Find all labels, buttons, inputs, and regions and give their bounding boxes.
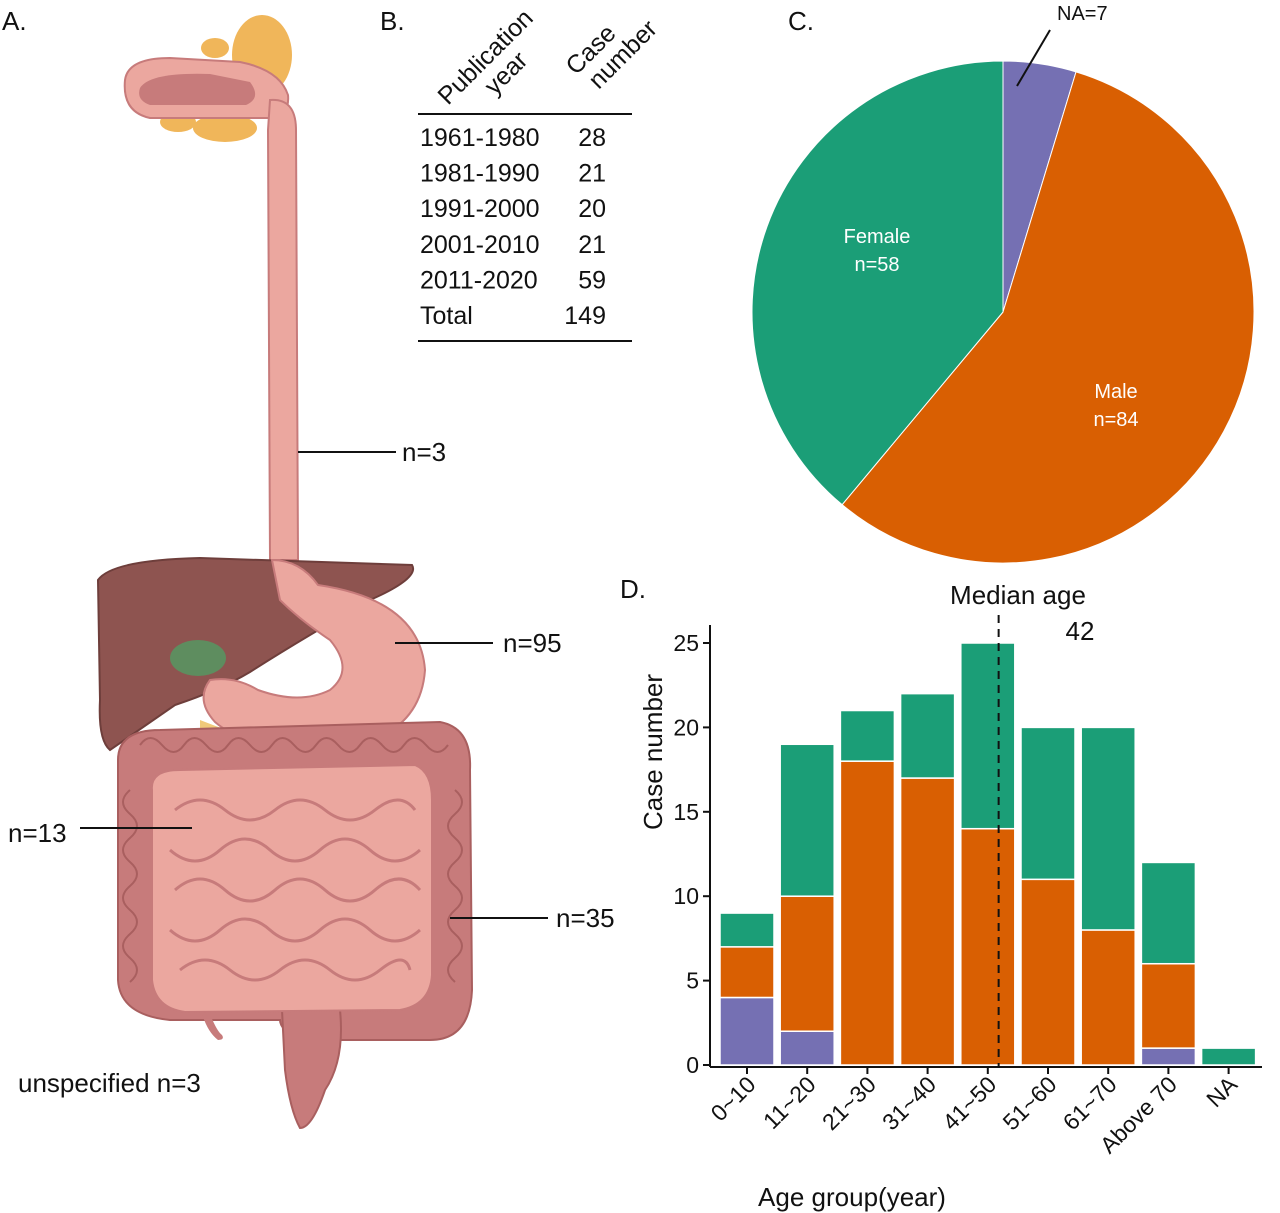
pie-slice-female bbox=[751, 60, 1004, 506]
bar-segment-female bbox=[960, 642, 1016, 830]
bar-segment-female bbox=[1020, 726, 1076, 881]
table-cell-year: 1981-1990 bbox=[420, 160, 540, 188]
bar-segment-female bbox=[779, 743, 835, 897]
table-cell-count: 28 bbox=[578, 124, 606, 152]
x-tick-label: 11~20 bbox=[758, 1071, 821, 1134]
x-axis-title: Age group(year) bbox=[758, 1182, 946, 1212]
bar-segment-female bbox=[899, 692, 956, 779]
bar-segment-female bbox=[1140, 861, 1197, 965]
panel-label-d: D. bbox=[620, 574, 646, 604]
pie-label-male: Male bbox=[1094, 381, 1137, 403]
sex-pie-chart bbox=[751, 60, 1255, 564]
bar-segment-male bbox=[839, 760, 896, 1066]
bar-segment-na bbox=[1140, 1047, 1197, 1066]
y-axis-ticks: 0 5 10 15 20 25 bbox=[673, 630, 710, 1078]
bar-segment-female bbox=[1080, 726, 1136, 931]
y-tick-label: 0 bbox=[686, 1052, 699, 1078]
x-tick-label: 41~50 bbox=[937, 1071, 1001, 1135]
pie-label-male-count: n=84 bbox=[1093, 409, 1138, 431]
y-tick-label: 15 bbox=[673, 799, 699, 825]
table-cell-year: 1961-1980 bbox=[420, 124, 540, 152]
bar-segment-female bbox=[839, 709, 896, 762]
pie-label-female-count: n=58 bbox=[854, 254, 899, 276]
table-cell-count: 59 bbox=[578, 266, 606, 294]
bar-segment-male bbox=[899, 777, 956, 1066]
median-age-label: Median age bbox=[950, 580, 1086, 610]
bar-segment-na bbox=[779, 1030, 835, 1066]
table-cell-count: 21 bbox=[578, 231, 606, 259]
median-age-value: 42 bbox=[1066, 616, 1095, 646]
table-cell-year: 2001-2010 bbox=[420, 231, 540, 259]
pie-slice-male bbox=[841, 71, 1255, 564]
x-axis-ticks: 0~1011~2021~3031~4041~5051~6061~70Above … bbox=[706, 1067, 1243, 1158]
y-tick-label: 10 bbox=[673, 883, 699, 909]
label-small-intestine-count: n=13 bbox=[8, 818, 67, 848]
label-unspecified-count: unspecified n=3 bbox=[18, 1068, 201, 1098]
y-tick-label: 25 bbox=[673, 630, 699, 656]
panel-label-b: B. bbox=[380, 6, 405, 36]
bar-segment-male bbox=[960, 827, 1016, 1066]
bar-segment-male bbox=[779, 895, 835, 1032]
x-tick-label: NA bbox=[1201, 1071, 1242, 1112]
y-tick-label: 5 bbox=[686, 968, 699, 994]
table-cell-count: 21 bbox=[578, 160, 606, 188]
intestine-folds bbox=[169, 798, 422, 982]
label-colon-count: n=35 bbox=[556, 903, 615, 933]
esophagus-illustration bbox=[266, 98, 300, 561]
bar-segment-na bbox=[719, 996, 775, 1066]
small-intestine-illustration bbox=[150, 763, 433, 1014]
bar-segment-male bbox=[1020, 878, 1076, 1066]
bar-segment-male bbox=[719, 946, 775, 999]
pie-na-leader-line bbox=[1016, 29, 1051, 87]
panel-label-a: A. bbox=[2, 6, 27, 36]
pie-label-na: NA=7 bbox=[1057, 3, 1108, 25]
table-cell-count: 20 bbox=[578, 195, 606, 223]
bar-segment-male bbox=[1080, 929, 1136, 1066]
x-tick-label: 51~60 bbox=[997, 1071, 1061, 1135]
y-axis-title: Case number bbox=[638, 674, 668, 830]
table-cell-count: 149 bbox=[564, 302, 606, 330]
label-esophagus-count: n=3 bbox=[402, 437, 446, 467]
table-cell-year: 1991-2000 bbox=[420, 195, 540, 223]
stomach-illustration bbox=[202, 558, 427, 752]
age-group-bar-chart bbox=[719, 642, 1257, 1066]
bar-segment-female bbox=[719, 912, 775, 948]
gallbladder-illustration bbox=[170, 640, 226, 676]
panel-label-c: C. bbox=[788, 6, 814, 36]
x-tick-label: 31~40 bbox=[877, 1071, 941, 1135]
digestive-tract-illustration bbox=[96, 15, 474, 1130]
x-tick-label: 0~10 bbox=[706, 1071, 761, 1126]
label-stomach-count: n=95 bbox=[503, 628, 562, 658]
rectum-illustration bbox=[280, 1009, 342, 1130]
bar-segment-male bbox=[1140, 962, 1197, 1049]
y-tick-label: 20 bbox=[673, 714, 699, 740]
publication-table: Publication year Case number 1961-1980 28… bbox=[418, 4, 663, 342]
table-cell-year: 2011-2020 bbox=[420, 266, 538, 294]
table-cell-year: Total bbox=[420, 302, 473, 330]
pie-label-female: Female bbox=[844, 226, 911, 248]
table-body: 1961-1980 28 1981-1990 21 1991-2000 20 2001-20… bbox=[420, 124, 606, 330]
x-tick-label: 21~30 bbox=[817, 1071, 881, 1135]
bar-segment-female bbox=[1200, 1047, 1257, 1066]
